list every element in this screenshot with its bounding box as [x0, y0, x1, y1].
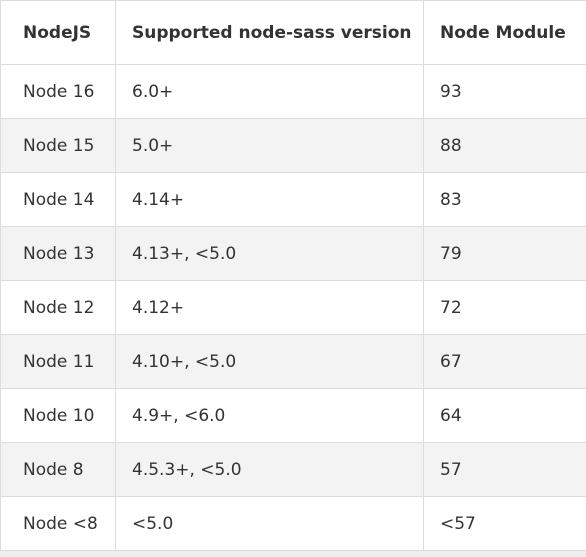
table-cell: Node 11 — [1, 335, 116, 389]
table-cell: 6.0+ — [116, 65, 424, 119]
table-cell: Node 8 — [1, 443, 116, 497]
table-cell: 4.5.3+, <5.0 — [116, 443, 424, 497]
table-cell: Node 16 — [1, 65, 116, 119]
table-cell: 88 — [424, 119, 586, 173]
table-cell: 67 — [424, 335, 586, 389]
table-cell: 4.12+ — [116, 281, 424, 335]
table-cell: Node 10 — [1, 389, 116, 443]
table-cell: 4.13+, <5.0 — [116, 227, 424, 281]
table-cell: 57 — [424, 443, 586, 497]
header-cell: Supported node-sass version — [116, 1, 424, 65]
table-cell: Node 14 — [1, 173, 116, 227]
table-cell: Node 13 — [1, 227, 116, 281]
table-cell: <57 — [424, 497, 586, 551]
table-cell: 72 — [424, 281, 586, 335]
table-cell: 79 — [424, 227, 586, 281]
header-cell: NodeJS — [1, 1, 116, 65]
table-cell: 83 — [424, 173, 586, 227]
table-cell: 4.10+, <5.0 — [116, 335, 424, 389]
table-cell: Node 15 — [1, 119, 116, 173]
table-cell: 4.14+ — [116, 173, 424, 227]
table-row: Node <8<5.0<57 — [1, 497, 586, 551]
table-cell: 4.9+, <6.0 — [116, 389, 424, 443]
table-cell: 5.0+ — [116, 119, 424, 173]
table-cell: <5.0 — [116, 497, 424, 551]
header-cell: Node Module — [424, 1, 586, 65]
table-cell: 93 — [424, 65, 586, 119]
table-cell: Node <8 — [1, 497, 116, 551]
table-cell: Node 12 — [1, 281, 116, 335]
table-cell: 64 — [424, 389, 586, 443]
